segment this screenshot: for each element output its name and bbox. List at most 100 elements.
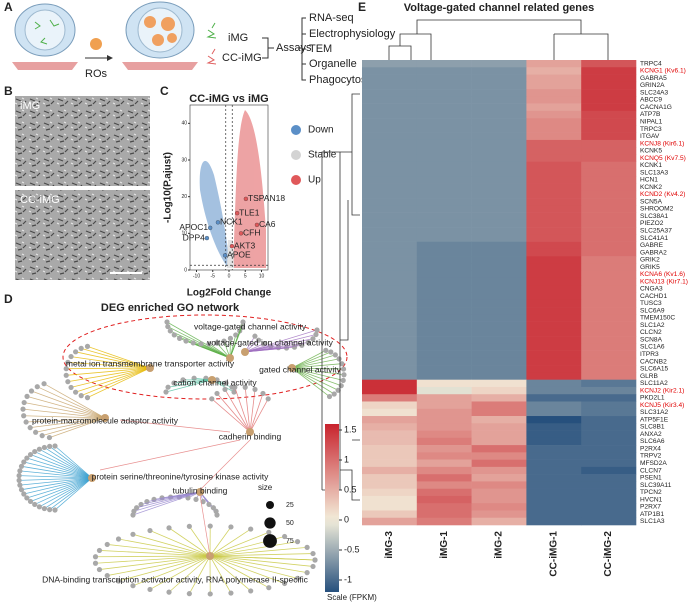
heat-cell [581, 60, 636, 68]
heat-cell [581, 184, 636, 192]
node [68, 385, 73, 390]
row-label: SLC13A3 [640, 169, 669, 176]
heat-cell [417, 438, 472, 446]
row-label: CLCN2 [640, 329, 662, 336]
panel-label: B [4, 84, 13, 98]
heat-cell [472, 314, 527, 322]
image-label: iMG [20, 100, 40, 112]
heat-cell [526, 169, 581, 177]
heat-cell [526, 387, 581, 395]
heat-cell [417, 496, 472, 504]
heat-cell [526, 191, 581, 199]
node [19, 464, 24, 469]
row-label: KCNK2 [640, 184, 662, 191]
node [248, 526, 253, 531]
heat-cell [581, 387, 636, 395]
heat-cell [417, 220, 472, 228]
node [341, 366, 346, 371]
heat-cell [581, 234, 636, 242]
heat-cell [472, 256, 527, 264]
hub [241, 348, 249, 356]
row-label: PSEN1 [640, 475, 662, 482]
heat-cell [362, 409, 417, 417]
heat-cell [417, 358, 472, 366]
column-label: iMG-3 [384, 531, 395, 559]
heat-cell [581, 213, 636, 221]
heat-cell [362, 372, 417, 380]
node [73, 390, 78, 395]
heat-cell [472, 416, 527, 424]
schematic [12, 2, 306, 80]
heat-cell [472, 285, 527, 293]
heat-cell [362, 358, 417, 366]
heat-cell [581, 343, 636, 351]
heat-cell [362, 205, 417, 213]
heat-cell [526, 300, 581, 308]
node [79, 393, 84, 398]
heat-cell [581, 293, 636, 301]
node [47, 435, 52, 440]
node [42, 506, 47, 511]
heat-cell [417, 322, 472, 330]
row-label: KCNJ8 (Kir6.1) [640, 140, 684, 147]
row-label: TRPC3 [640, 126, 662, 133]
heat-cell [526, 242, 581, 250]
heat-cell [581, 329, 636, 337]
heat-cell [581, 111, 636, 119]
row-label: MFSD2A [640, 460, 667, 467]
node [85, 344, 90, 349]
edge [68, 368, 150, 382]
heat-cell [581, 176, 636, 184]
heat-cell [472, 510, 527, 518]
heat-cell [581, 256, 636, 264]
heat-cell [362, 380, 417, 388]
node [172, 332, 177, 337]
heat-cell [362, 510, 417, 518]
heat-cell [472, 198, 527, 206]
node [260, 391, 265, 396]
node [252, 387, 257, 392]
assay: Organelle [309, 58, 357, 70]
heat-cell [581, 372, 636, 380]
heat-cell [362, 118, 417, 126]
node [310, 551, 315, 556]
heat-cell [362, 438, 417, 446]
heat-cell [526, 60, 581, 68]
heat-cell [417, 75, 472, 83]
x-tick-label: 5 [244, 273, 247, 279]
heat-cell [581, 198, 636, 206]
heat-cell [362, 256, 417, 264]
heat-cell [581, 242, 636, 250]
node [47, 444, 52, 449]
heat-cell [417, 380, 472, 388]
heat-cell [526, 133, 581, 141]
column-label: iMG-1 [439, 531, 450, 559]
heat-cell [581, 380, 636, 388]
heat-cell [526, 460, 581, 468]
heat-cell [526, 278, 581, 286]
row-label: SLC11A2 [640, 380, 668, 387]
node [105, 542, 110, 547]
node [214, 391, 219, 396]
heat-cell [362, 307, 417, 315]
heat-cell [581, 351, 636, 359]
row-label: KCNJ5 (Kir3.4) [640, 402, 684, 409]
heat-cell [362, 452, 417, 460]
heat-cell [362, 271, 417, 279]
node [163, 389, 168, 394]
x-tick-label: -5 [211, 273, 216, 279]
heat-cell [472, 96, 527, 104]
node [32, 502, 37, 507]
node [21, 413, 26, 418]
heat-cell [526, 213, 581, 221]
node [208, 591, 213, 596]
heat-cell [526, 481, 581, 489]
node [28, 425, 33, 430]
heat-cell [362, 336, 417, 344]
row-label: P2RX7 [640, 504, 661, 511]
heat-cell [581, 336, 636, 344]
heat-cell [472, 307, 527, 315]
heat-cell [472, 271, 527, 279]
go-term: cadherin binding [219, 431, 282, 441]
